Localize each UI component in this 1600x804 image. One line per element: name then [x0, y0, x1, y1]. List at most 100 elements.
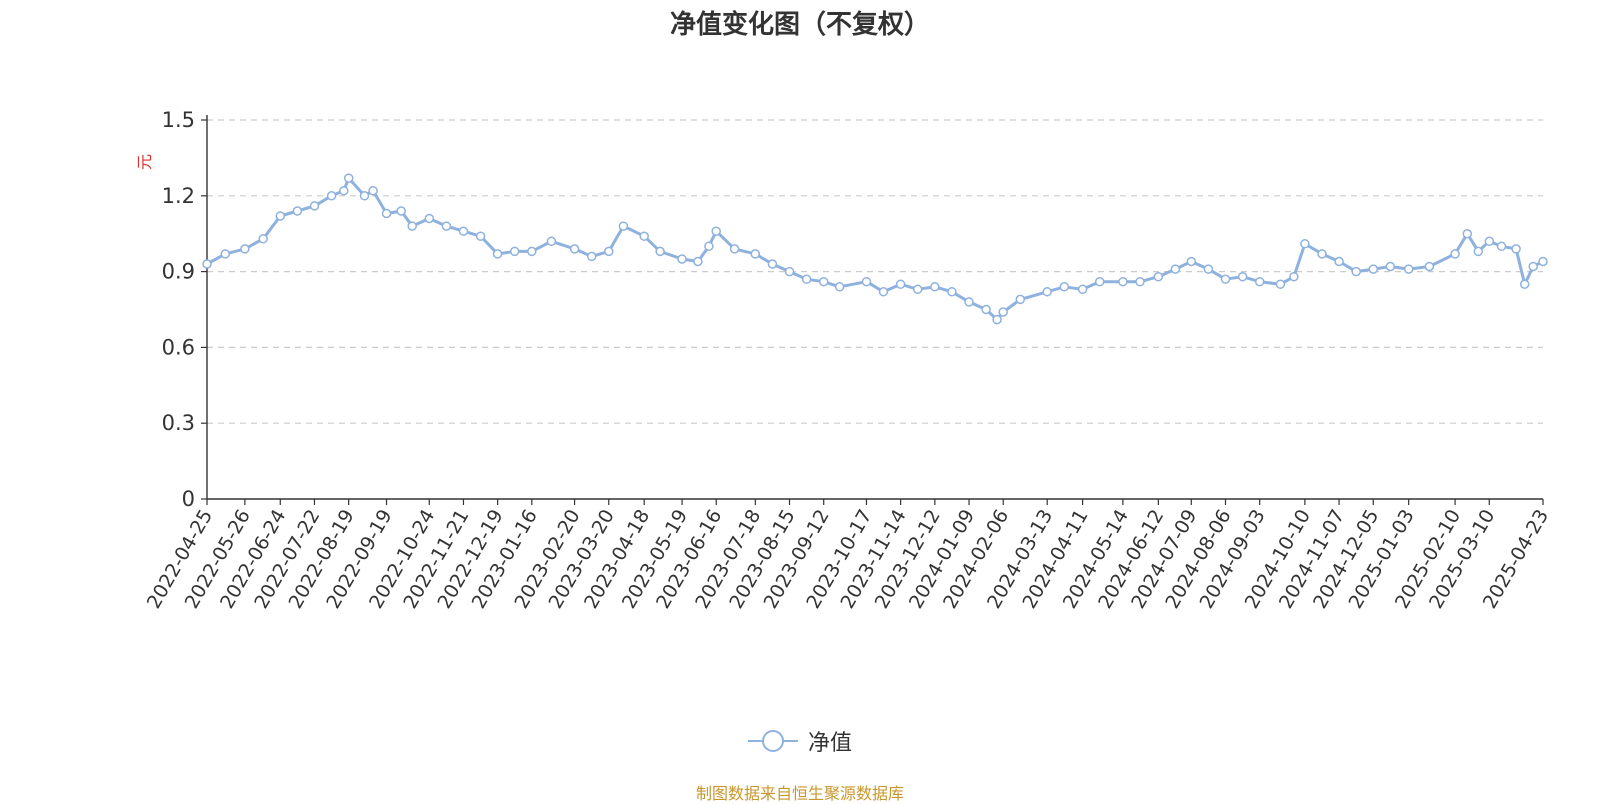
data-point[interactable]: [1220, 274, 1231, 284]
data-point[interactable]: [1519, 279, 1530, 289]
data-point[interactable]: [1368, 264, 1379, 274]
legend-label: 净值: [807, 731, 852, 756]
series-line: [206, 176, 1544, 322]
data-point[interactable]: [343, 173, 354, 183]
data-point[interactable]: [895, 279, 906, 289]
data-point[interactable]: [527, 246, 537, 257]
data-point[interactable]: [546, 236, 557, 247]
data-point[interactable]: [729, 244, 740, 254]
data-point[interactable]: [930, 282, 940, 292]
data-point[interactable]: [1289, 271, 1299, 282]
data-point[interactable]: [784, 266, 795, 277]
data-point[interactable]: [693, 256, 703, 267]
data-point[interactable]: [275, 211, 286, 221]
data-point[interactable]: [359, 191, 370, 201]
data-point[interactable]: [992, 314, 1002, 325]
data-point[interactable]: [1450, 249, 1460, 259]
data-point[interactable]: [1317, 249, 1327, 259]
data-point[interactable]: [1528, 261, 1538, 272]
data-point[interactable]: [202, 259, 212, 269]
data-point[interactable]: [878, 287, 889, 297]
data-point[interactable]: [1462, 228, 1473, 239]
data-point[interactable]: [1203, 264, 1214, 274]
data-point[interactable]: [1059, 282, 1070, 292]
data-point[interactable]: [834, 282, 845, 292]
data-point[interactable]: [1254, 276, 1265, 287]
y-tick-label: 0.9: [162, 260, 195, 284]
data-point[interactable]: [475, 231, 486, 241]
y-tick-labels: 0 0.3 0.6 0.9 1.2 1.5: [162, 108, 195, 511]
data-point[interactable]: [586, 251, 597, 262]
data-point[interactable]: [509, 246, 520, 257]
data-point[interactable]: [618, 221, 629, 231]
data-point[interactable]: [964, 297, 974, 307]
data-point[interactable]: [339, 185, 349, 196]
y-tick-label: 1.5: [162, 108, 195, 132]
y-tick-label: 1.2: [162, 184, 195, 208]
data-point[interactable]: [704, 241, 714, 252]
data-point[interactable]: [1170, 264, 1181, 274]
data-point[interactable]: [240, 244, 250, 254]
data-point[interactable]: [492, 249, 503, 259]
data-point[interactable]: [677, 254, 687, 264]
data-point[interactable]: [1351, 266, 1361, 277]
data-point[interactable]: [1385, 261, 1396, 272]
data-point[interactable]: [998, 307, 1008, 317]
data-point[interactable]: [981, 304, 991, 315]
data-point[interactable]: [1077, 284, 1088, 295]
source-note: 制图数据来自恒生聚源数据库: [695, 784, 904, 803]
data-point[interactable]: [407, 221, 417, 231]
data-point[interactable]: [396, 206, 406, 216]
data-point[interactable]: [1424, 261, 1435, 272]
data-point[interactable]: [309, 201, 320, 211]
data-point[interactable]: [801, 274, 812, 284]
data-point[interactable]: [1118, 276, 1128, 287]
data-point[interactable]: [326, 191, 337, 201]
data-point[interactable]: [1473, 246, 1484, 257]
data-point[interactable]: [604, 246, 614, 257]
data-point[interactable]: [1015, 294, 1026, 305]
data-point[interactable]: [1496, 241, 1507, 252]
data-point[interactable]: [1511, 244, 1521, 254]
data-point[interactable]: [1237, 271, 1248, 282]
data-point[interactable]: [1403, 264, 1414, 274]
data-point[interactable]: [639, 231, 649, 241]
data-point[interactable]: [1484, 236, 1495, 247]
data-point[interactable]: [1538, 256, 1548, 267]
data-point[interactable]: [220, 249, 231, 259]
data-point[interactable]: [1042, 287, 1052, 297]
data-point[interactable]: [1300, 239, 1310, 249]
data-point[interactable]: [381, 208, 392, 219]
data-point[interactable]: [655, 246, 665, 257]
data-point[interactable]: [767, 259, 778, 269]
data-point[interactable]: [1334, 256, 1344, 267]
grid-lines: [207, 119, 1543, 424]
data-point[interactable]: [947, 287, 957, 297]
data-point[interactable]: [458, 226, 469, 236]
data-point[interactable]: [258, 234, 268, 244]
y-tick-label: 0: [182, 487, 195, 511]
y-tick-label: 0.3: [162, 411, 195, 435]
data-point[interactable]: [1094, 276, 1105, 287]
data-point[interactable]: [861, 276, 872, 287]
data-point[interactable]: [1135, 276, 1145, 287]
data-point[interactable]: [912, 284, 923, 295]
axes: [201, 115, 1544, 505]
legend-marker-icon: [747, 730, 798, 752]
chart-title: 净值变化图（不复权）: [669, 10, 930, 40]
data-point[interactable]: [1186, 256, 1197, 267]
data-point[interactable]: [750, 249, 761, 259]
data-point[interactable]: [1153, 271, 1164, 282]
data-point[interactable]: [441, 221, 452, 231]
data-point[interactable]: [1275, 279, 1286, 289]
data-point[interactable]: [711, 226, 721, 236]
data-point[interactable]: [368, 185, 378, 196]
x-tick-labels: 2022-04-252022-05-262022-06-242022-07-22…: [143, 506, 1553, 613]
legend[interactable]: 净值: [0, 725, 1600, 757]
data-point[interactable]: [292, 206, 303, 216]
data-point[interactable]: [569, 244, 580, 254]
series-layer: [202, 173, 1548, 325]
data-point[interactable]: [818, 276, 829, 287]
y-tick-label: 0.6: [162, 335, 195, 359]
data-point[interactable]: [424, 213, 435, 224]
